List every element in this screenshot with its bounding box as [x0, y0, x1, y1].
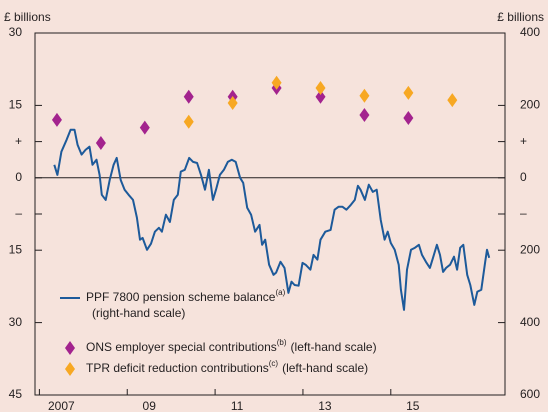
- diamond-marker: [315, 81, 326, 96]
- x-tick-label: 11: [231, 399, 244, 412]
- x-tick-label: 2007: [48, 399, 75, 412]
- diamond-marker: [403, 85, 414, 100]
- y-tick-label: –: [15, 206, 22, 220]
- legend-name: ONS employer special contributions: [86, 340, 277, 354]
- legend-swatch: [65, 362, 75, 376]
- y-tick-label: 15: [9, 242, 23, 256]
- y2-tick-label: 0: [520, 170, 527, 184]
- legend-entry: PPF 7800 pension scheme balance(a): [86, 288, 286, 304]
- diamond-marker: [271, 75, 282, 90]
- diamond-marker: [315, 89, 326, 104]
- legend-swatch: [65, 341, 75, 355]
- legend-name: PPF 7800 pension scheme balance: [86, 290, 276, 304]
- y2-tick-label: 600: [520, 387, 540, 401]
- y2-tick-label: 400: [520, 25, 540, 39]
- legend-note: (b): [277, 338, 287, 347]
- legend-entry: ONS employer special contributions(b) (le…: [86, 338, 377, 354]
- diamond-marker: [51, 112, 62, 127]
- series-line: [53, 128, 491, 311]
- legend-note: (a): [275, 288, 285, 297]
- legend-name: TPR deficit reduction contributions: [86, 361, 269, 375]
- y2-tick-label: 200: [520, 242, 540, 256]
- diamond-marker: [139, 120, 150, 135]
- diamond-marker: [403, 110, 414, 125]
- diamond-marker: [95, 136, 106, 151]
- legend-note: (c): [269, 359, 279, 368]
- y-tick-label: 15: [9, 98, 23, 112]
- diamond-marker: [183, 114, 194, 129]
- diamond-marker: [359, 108, 370, 123]
- legend-scale: (right-hand scale): [92, 306, 185, 320]
- y2-tick-label: 200: [520, 98, 540, 112]
- y2-tick-label: –: [520, 206, 527, 220]
- y-tick-label: +: [15, 134, 22, 148]
- diamond-marker: [359, 88, 370, 103]
- right-axis-unit: £ billions: [497, 10, 544, 24]
- legend-scale: (left-hand scale): [282, 361, 368, 375]
- y2-tick-label: 400: [520, 315, 540, 329]
- left-axis-unit: £ billions: [4, 10, 51, 24]
- y-tick-label: 30: [9, 315, 23, 329]
- diamond-marker: [183, 89, 194, 104]
- legend-entry: TPR deficit reduction contributions(c) (l…: [86, 359, 368, 375]
- diamond-marker: [447, 93, 458, 108]
- x-tick-label: 09: [143, 399, 157, 412]
- diamond-marker: [227, 95, 238, 110]
- legend-scale: (left-hand scale): [291, 340, 377, 354]
- x-tick-label: 15: [406, 399, 420, 412]
- x-tick-label: 13: [318, 399, 332, 412]
- y-tick-label: 30: [9, 25, 23, 39]
- y-tick-label: 0: [15, 170, 22, 184]
- y-tick-label: 45: [9, 387, 23, 401]
- y2-tick-label: +: [520, 134, 527, 148]
